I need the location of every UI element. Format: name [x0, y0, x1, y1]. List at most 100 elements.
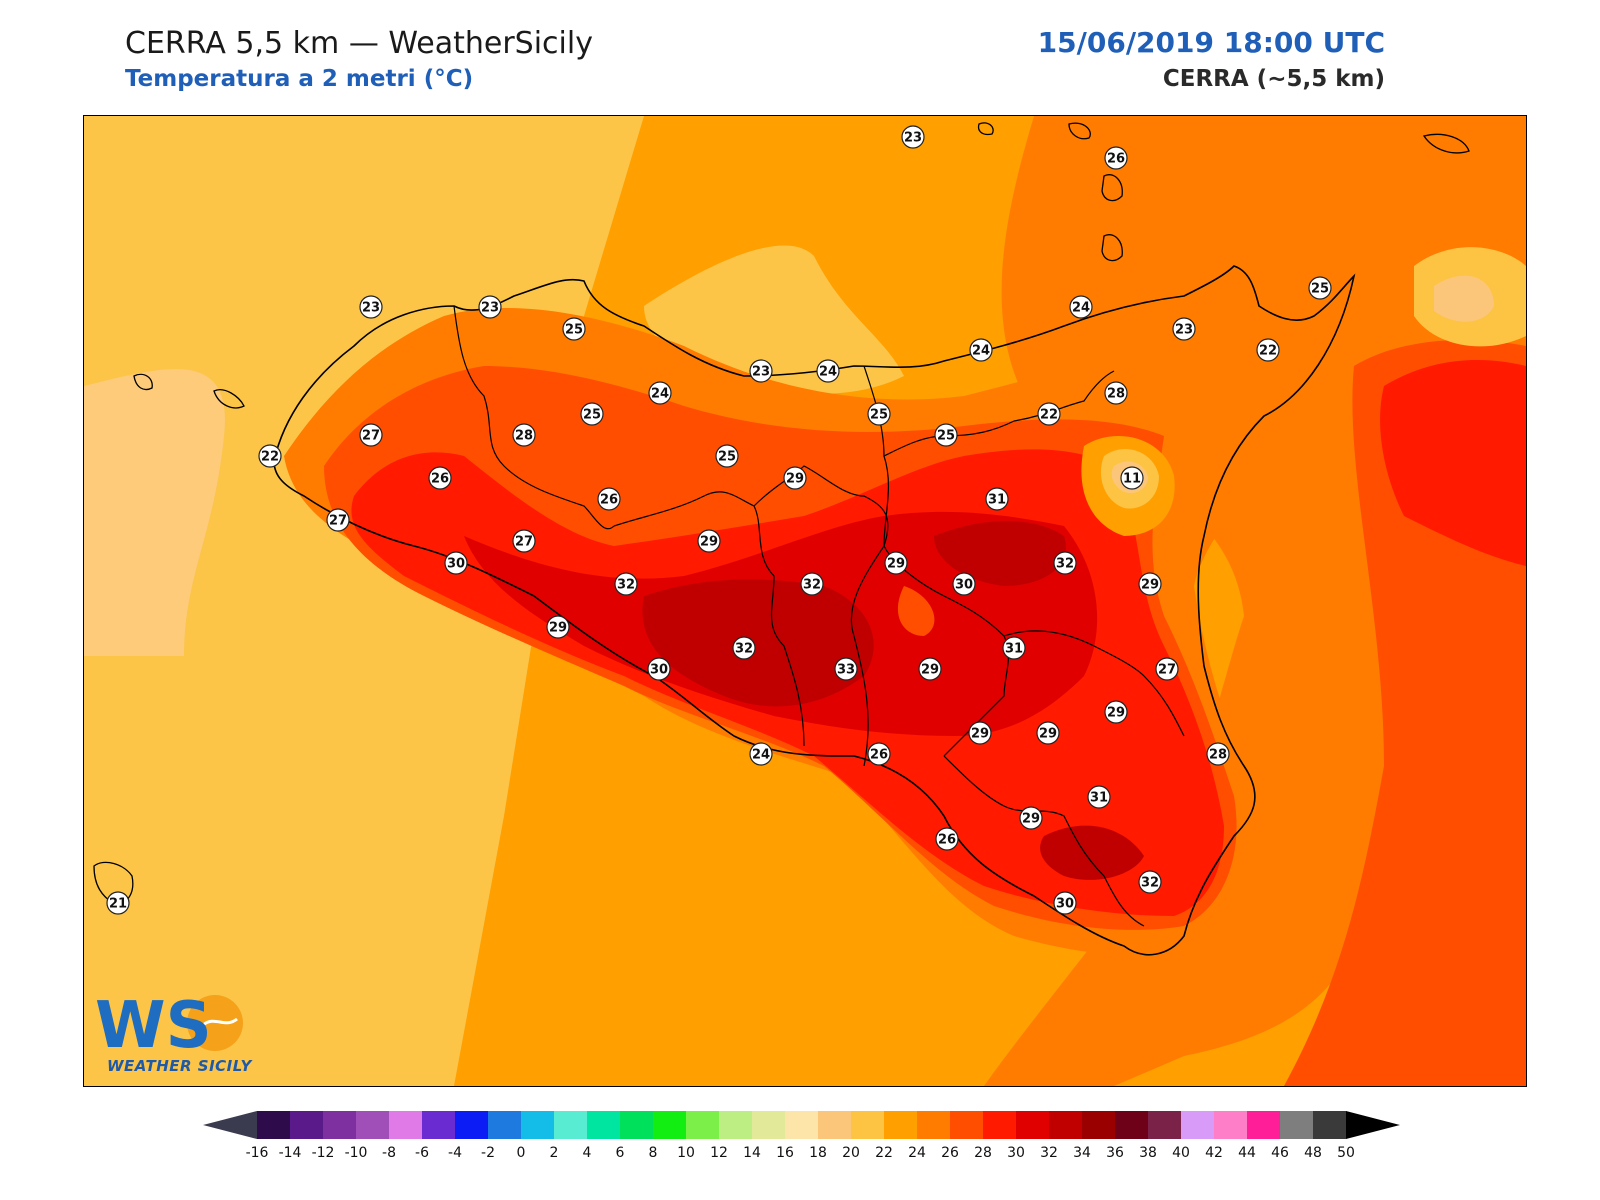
station-value: 24 — [972, 344, 990, 359]
station-marker[interactable]: 29 — [697, 529, 721, 553]
station-marker[interactable]: 30 — [1053, 891, 1077, 915]
station-marker[interactable]: 31 — [1002, 636, 1026, 660]
station-marker[interactable]: 33 — [834, 657, 858, 681]
station-marker[interactable]: 27 — [326, 508, 350, 532]
station-marker[interactable]: 23 — [1172, 317, 1196, 341]
station-value: 32 — [803, 578, 821, 593]
station-marker[interactable]: 22 — [1037, 402, 1061, 426]
station-marker[interactable]: 22 — [1256, 338, 1280, 362]
station-marker[interactable]: 32 — [1053, 551, 1077, 575]
colorbar-cell — [917, 1111, 951, 1139]
station-dot — [1155, 657, 1179, 681]
station-marker[interactable]: 29 — [1104, 700, 1128, 724]
station-dot — [1138, 870, 1162, 894]
station-marker[interactable]: 32 — [614, 572, 638, 596]
map-subtitle: Temperatura a 2 metri (°C) — [125, 66, 474, 92]
colorbar-tick-label: 22 — [875, 1145, 893, 1161]
station-marker[interactable]: 32 — [800, 572, 824, 596]
tyrrhenian-cool-patch — [644, 245, 904, 394]
station-marker[interactable]: 25 — [580, 402, 604, 426]
sicily-coastline — [273, 265, 1356, 956]
station-marker[interactable]: 29 — [783, 466, 807, 490]
station-marker[interactable]: 26 — [428, 466, 452, 490]
station-dot — [715, 444, 739, 468]
station-marker[interactable]: 31 — [1087, 785, 1111, 809]
logo-wave-icon — [202, 1017, 238, 1027]
temperature-colorbar: -16 -14 -12 -10 -8 -6 -4 -2 0 2 4 6 8 10 12 14 16 18 20 22 2… — [203, 1111, 1400, 1161]
station-marker[interactable]: 27 — [359, 423, 383, 447]
station-dot — [1019, 806, 1043, 830]
station-marker[interactable]: 25 — [934, 423, 958, 447]
station-marker[interactable]: 29 — [884, 551, 908, 575]
station-value: 29 — [921, 663, 939, 678]
station-marker[interactable]: 29 — [968, 721, 992, 745]
temperature-map[interactable]: 23 26 25 23 23 25 24 24 25 23 24 23 24 22 22 28 27 28 25 25… — [83, 115, 1527, 1087]
station-dot — [1036, 721, 1060, 745]
station-marker[interactable]: 25 — [715, 444, 739, 468]
station-marker[interactable]: 30 — [647, 657, 671, 681]
station-marker[interactable]: 26 — [867, 742, 891, 766]
colorbar-ticks: -16 -14 -12 -10 -8 -6 -4 -2 0 2 4 6 8 10 12 14 16 18 20 22 2… — [246, 1145, 1355, 1161]
station-value: 23 — [481, 301, 499, 316]
station-marker[interactable]: 25 — [1308, 276, 1332, 300]
station-marker[interactable]: 30 — [952, 572, 976, 596]
station-value: 23 — [904, 131, 922, 146]
station-marker[interactable]: 23 — [749, 359, 773, 383]
station-value: 25 — [870, 408, 888, 423]
station-dot — [783, 466, 807, 490]
station-marker[interactable]: 21 — [106, 891, 130, 915]
station-marker[interactable]: 24 — [749, 742, 773, 766]
station-marker[interactable]: 26 — [597, 487, 621, 511]
interior-local-patch — [897, 586, 935, 636]
station-marker[interactable]: 24 — [816, 359, 840, 383]
station-marker[interactable]: 29 — [1019, 806, 1043, 830]
station-marker[interactable]: 31 — [985, 487, 1009, 511]
map-title: CERRA 5,5 km — WeatherSicily — [125, 26, 593, 61]
alicudi-island — [1068, 122, 1091, 140]
colorbar-tick-label: 10 — [677, 1145, 695, 1161]
station-value: 26 — [600, 493, 618, 508]
station-marker[interactable]: 29 — [1036, 721, 1060, 745]
station-marker[interactable]: 27 — [512, 529, 536, 553]
station-marker[interactable]: 28 — [1104, 381, 1128, 405]
station-marker[interactable]: 30 — [444, 551, 468, 575]
station-marker[interactable]: 29 — [546, 615, 570, 639]
station-marker[interactable]: 25 — [867, 402, 891, 426]
colorbar-tick-label: -16 — [246, 1145, 269, 1161]
station-marker[interactable]: 29 — [1138, 572, 1162, 596]
station-marker[interactable]: 32 — [732, 636, 756, 660]
calabria-cool-core — [1434, 275, 1494, 322]
station-value: 29 — [887, 557, 905, 572]
colorbar-cell — [1280, 1111, 1314, 1139]
station-value: 32 — [735, 642, 753, 657]
station-marker[interactable]: 24 — [648, 381, 672, 405]
station-marker[interactable]: 25 — [562, 317, 586, 341]
station-marker[interactable]: 28 — [1206, 742, 1230, 766]
station-marker[interactable]: 22 — [258, 444, 282, 468]
colorbar-tick-label: 30 — [1007, 1145, 1025, 1161]
station-marker[interactable]: 24 — [969, 338, 993, 362]
station-marker[interactable]: 23 — [478, 295, 502, 319]
colorbar-cell — [1247, 1111, 1281, 1139]
station-marker[interactable]: 32 — [1138, 870, 1162, 894]
colorbar-tick-label: 36 — [1106, 1145, 1124, 1161]
station-value: 26 — [870, 748, 888, 763]
station-marker[interactable]: 23 — [901, 125, 925, 149]
station-dot — [749, 742, 773, 766]
station-dot — [359, 295, 383, 319]
station-marker[interactable]: 28 — [512, 423, 536, 447]
border-enna-catania — [883, 455, 1010, 757]
station-marker[interactable]: 29 — [918, 657, 942, 681]
station-marker[interactable]: 11 — [1120, 466, 1144, 490]
station-dot — [1104, 700, 1128, 724]
station-marker[interactable]: 23 — [359, 295, 383, 319]
colorbar-tick-label: 28 — [974, 1145, 992, 1161]
station-marker[interactable]: 26 — [1104, 146, 1128, 170]
station-marker[interactable]: 27 — [1155, 657, 1179, 681]
station-dot — [580, 402, 604, 426]
station-dot — [1104, 146, 1128, 170]
station-value: 29 — [1022, 812, 1040, 827]
station-marker[interactable]: 24 — [1069, 295, 1093, 319]
colorbar-cell — [1313, 1111, 1347, 1139]
station-marker[interactable]: 26 — [935, 827, 959, 851]
